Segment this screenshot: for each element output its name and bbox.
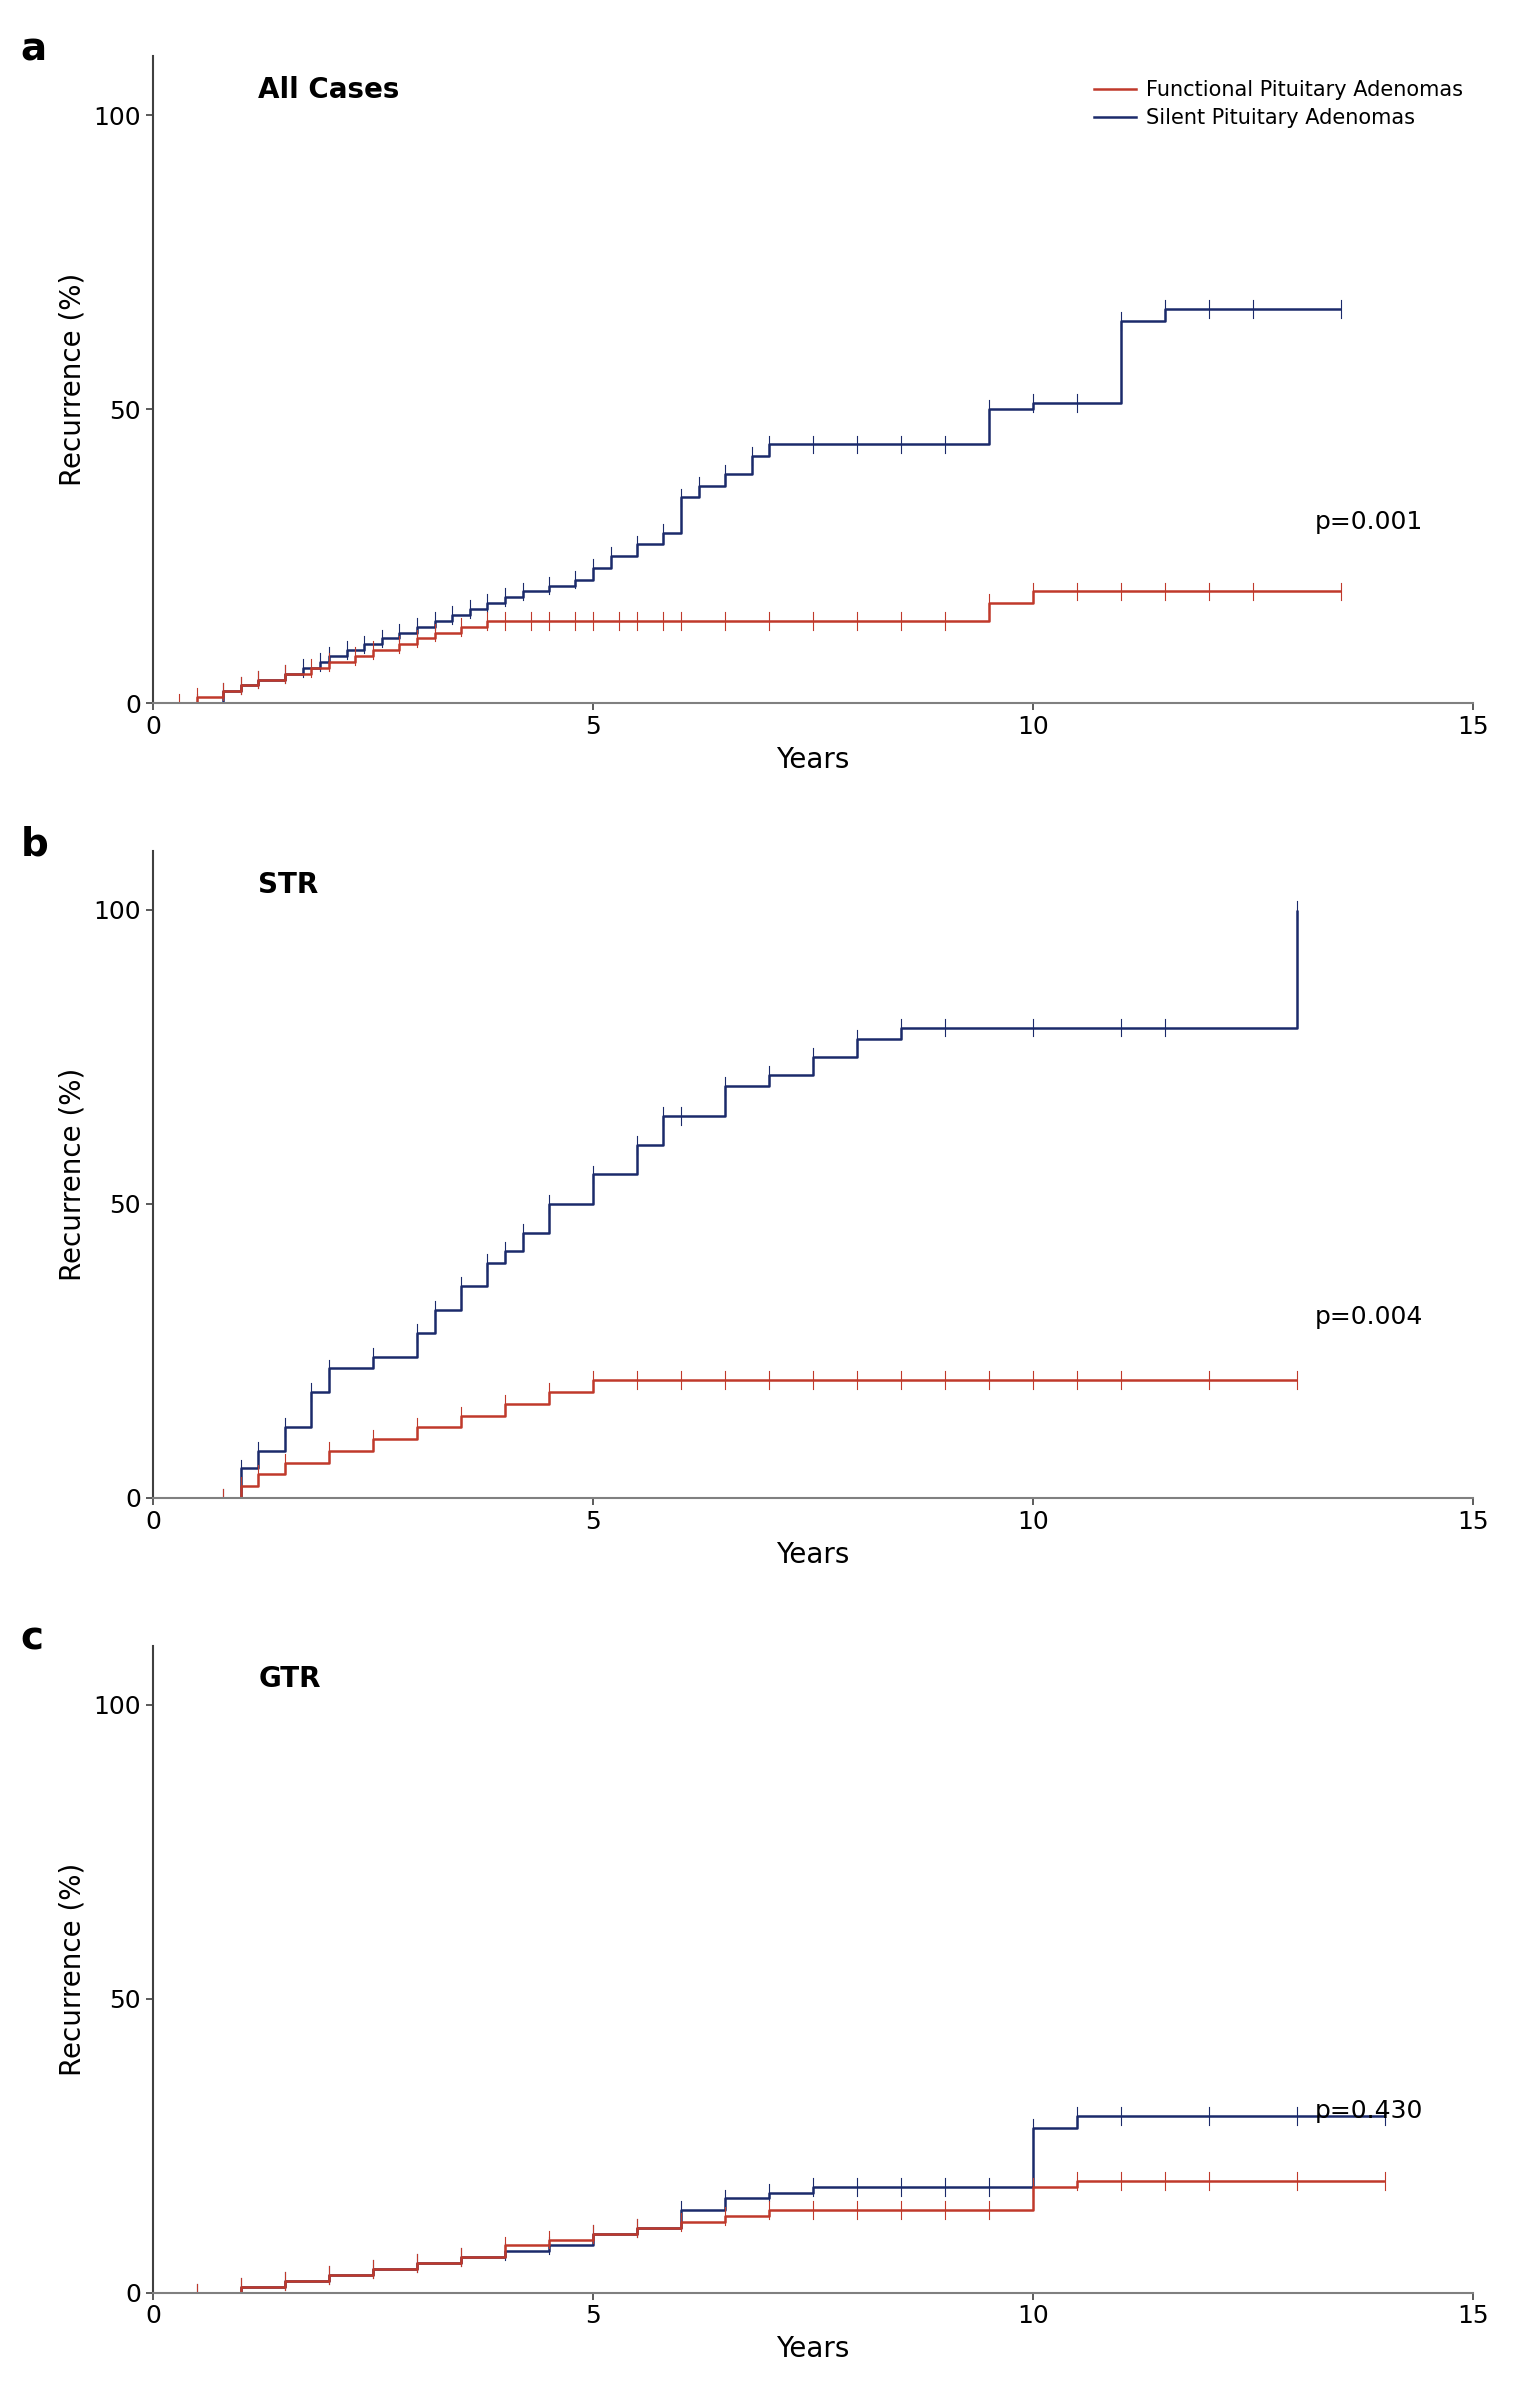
X-axis label: Years: Years (776, 746, 850, 775)
Text: All Cases: All Cases (259, 77, 399, 103)
Text: p=0.001: p=0.001 (1315, 511, 1423, 535)
Text: GTR: GTR (259, 1664, 322, 1693)
Y-axis label: Recurrence (%): Recurrence (%) (58, 1067, 87, 1281)
Legend: Functional Pituitary Adenomas, Silent Pituitary Adenomas: Functional Pituitary Adenomas, Silent Pi… (1094, 79, 1463, 127)
Text: p=0.004: p=0.004 (1315, 1305, 1423, 1328)
Text: c: c (21, 1621, 44, 1657)
Text: STR: STR (259, 870, 319, 899)
Text: a: a (21, 31, 47, 70)
Text: p=0.430: p=0.430 (1315, 2101, 1423, 2125)
Text: b: b (21, 825, 49, 863)
Y-axis label: Recurrence (%): Recurrence (%) (58, 273, 87, 487)
X-axis label: Years: Years (776, 2336, 850, 2364)
X-axis label: Years: Years (776, 1540, 850, 1568)
Y-axis label: Recurrence (%): Recurrence (%) (58, 1863, 87, 2077)
